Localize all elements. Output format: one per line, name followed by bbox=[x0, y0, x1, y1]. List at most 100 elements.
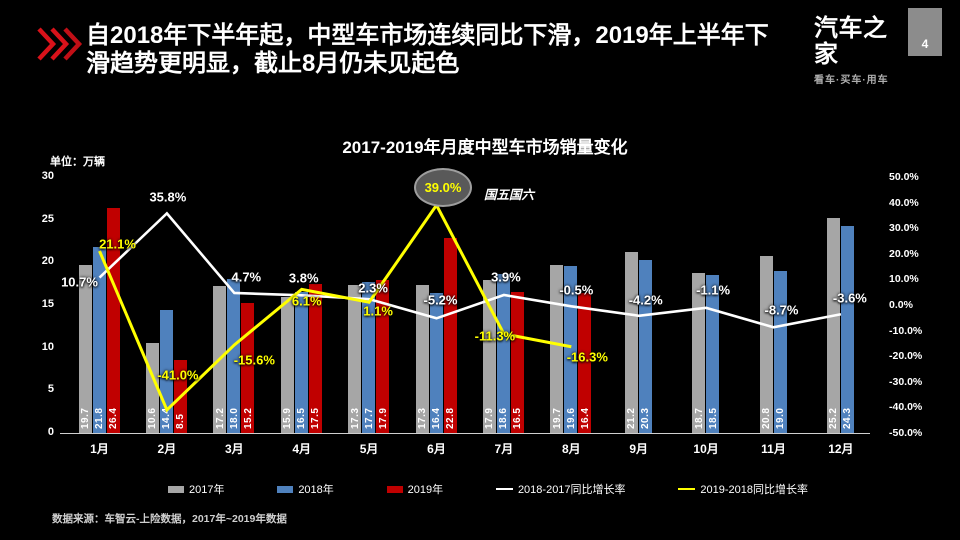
growth-label: 1.1% bbox=[363, 303, 393, 319]
bar-2017年 bbox=[348, 285, 362, 433]
chart-legend: 2017年 2018年 2019年 2018-2017同比增长率 2019-2018同比… bbox=[168, 481, 808, 497]
legend-swatch-2019年 bbox=[386, 485, 403, 493]
growth-label: -0.5% bbox=[559, 282, 594, 298]
bar-2019年 bbox=[106, 207, 120, 433]
x-axis-label: 4月 bbox=[292, 442, 312, 456]
bar-2017年 bbox=[78, 264, 92, 433]
bar-2018年 bbox=[496, 274, 510, 433]
page-number-box: 4 bbox=[908, 8, 942, 56]
right-axis-tick: -30.0% bbox=[889, 375, 923, 388]
y-axis-tick: 0 bbox=[47, 426, 54, 438]
growth-label: -15.6% bbox=[233, 352, 275, 368]
x-axis-line bbox=[60, 433, 870, 434]
chevron-icon bbox=[37, 27, 83, 61]
legend-item: 2019-2018同比增长率 bbox=[678, 481, 808, 497]
chart-title: 2017-2019年月度中型车市场销量变化 bbox=[342, 138, 628, 157]
line-2019-2018同比增长率 bbox=[98, 202, 572, 413]
bar-2019年 bbox=[510, 292, 524, 433]
x-axis-label: 12月 bbox=[828, 442, 854, 456]
x-axis-label: 8月 bbox=[561, 442, 581, 456]
growth-label: 4.7% bbox=[231, 269, 262, 285]
bar-2018年 bbox=[840, 225, 854, 433]
legend-label: 2017年 bbox=[189, 484, 225, 496]
growth-label: 6.1% bbox=[291, 293, 322, 309]
x-axis-label: 6月 bbox=[427, 442, 446, 456]
legend-item: 2018年 bbox=[277, 481, 334, 497]
bar-2018年 bbox=[294, 292, 308, 433]
bar-2019年 bbox=[376, 280, 390, 433]
x-axis-label: 7月 bbox=[494, 442, 514, 456]
growth-label: 10.7% bbox=[61, 274, 98, 290]
growth-label: 2.3% bbox=[358, 280, 388, 296]
bar-2019年 bbox=[443, 238, 457, 433]
growth-label: -16.3% bbox=[566, 349, 608, 365]
bar-2017年 bbox=[415, 285, 429, 433]
axis-unit-label: 单位：万辆 bbox=[50, 156, 105, 168]
bar-2019年 bbox=[578, 293, 592, 433]
bar-2017年 bbox=[550, 264, 564, 433]
x-axis-label: 5月 bbox=[359, 442, 379, 456]
growth-label: -1.1% bbox=[696, 282, 731, 298]
bar-2018年 bbox=[638, 259, 652, 433]
bar-2017年 bbox=[624, 252, 638, 433]
right-axis-tick: 10.0% bbox=[889, 273, 919, 286]
right-axis-tick: 40.0% bbox=[889, 196, 919, 209]
bar-2017年 bbox=[759, 255, 773, 433]
y-axis-tick: 15 bbox=[41, 298, 54, 310]
legend-item: 2018-2017同比增长率 bbox=[495, 481, 626, 497]
right-axis-tick: -20.0% bbox=[889, 350, 923, 363]
x-axis-label: 2月 bbox=[157, 442, 177, 456]
page-number: 4 bbox=[921, 37, 929, 51]
x-axis-label: 10月 bbox=[693, 442, 719, 456]
legend-label: 2019年 bbox=[407, 484, 444, 496]
legend-label: 2018-2017同比增长率 bbox=[517, 484, 626, 496]
legend-item: 2019年 bbox=[386, 481, 444, 497]
legend-label: 2018年 bbox=[298, 484, 334, 496]
bar-2017年 bbox=[692, 273, 706, 433]
bar-2017年 bbox=[482, 280, 496, 433]
bar-2017年 bbox=[826, 217, 840, 433]
highlight-value: 39.0% bbox=[424, 180, 462, 195]
bar-2018年 bbox=[92, 246, 106, 433]
page-title: 自2018年下半年起，中型车市场连续同比下滑，2019年上半年下 滑趋势更明显，… bbox=[86, 22, 786, 78]
bar-2018年 bbox=[362, 281, 376, 433]
brand-logo: 汽车之家 看车·买车·用车 bbox=[814, 15, 906, 87]
bar-2018年 bbox=[429, 293, 443, 433]
brand-name: 汽车之家 bbox=[814, 15, 888, 68]
growth-label: -4.2% bbox=[628, 292, 663, 308]
y-axis-tick: 5 bbox=[47, 383, 54, 396]
right-axis-tick: 20.0% bbox=[889, 247, 919, 260]
growth-label: 35.8% bbox=[149, 189, 187, 205]
legend-item: 2017年 bbox=[168, 481, 224, 497]
growth-label: 3.8% bbox=[288, 270, 319, 286]
legend-swatch-2018年 bbox=[277, 485, 294, 493]
y-axis-tick: 25 bbox=[41, 212, 54, 225]
right-axis-tick: -40.0% bbox=[889, 401, 923, 414]
y-axis-tick: 10 bbox=[41, 340, 54, 353]
y-axis-tick: 20 bbox=[41, 255, 54, 268]
right-axis-tick: 30.0% bbox=[889, 222, 919, 235]
y-axis-tick: 30 bbox=[41, 170, 54, 182]
right-axis-tick: 50.0% bbox=[889, 171, 919, 183]
right-axis-tick: 0.0% bbox=[889, 299, 913, 311]
highlight-ellipse: 39.0% bbox=[414, 168, 472, 207]
growth-label: -11.3% bbox=[474, 328, 516, 344]
page-title-line1: 自2018年下半年起，中型车市场连续同比下滑，2019年上半年下 bbox=[86, 22, 769, 49]
bar-2017年 bbox=[280, 297, 294, 433]
bar-2018年 bbox=[773, 270, 787, 433]
growth-label: 21.1% bbox=[99, 236, 136, 252]
growth-label: -8.7% bbox=[764, 302, 799, 318]
bar-2018年 bbox=[706, 275, 720, 433]
legend-swatch-2018-2017同比增长率 bbox=[495, 488, 513, 490]
growth-label: -3.6% bbox=[832, 290, 867, 306]
bar-2018年 bbox=[227, 279, 241, 433]
x-axis-label: 11月 bbox=[761, 442, 786, 456]
growth-label: -5.2% bbox=[423, 292, 458, 308]
bar-2019年 bbox=[308, 283, 322, 433]
annotation-note: 国五国六 bbox=[484, 188, 535, 202]
legend-swatch-2019-2018同比增长率 bbox=[678, 488, 696, 490]
legend-label: 2019-2018同比增长率 bbox=[700, 484, 808, 496]
right-axis-tick: -10.0% bbox=[889, 324, 923, 337]
